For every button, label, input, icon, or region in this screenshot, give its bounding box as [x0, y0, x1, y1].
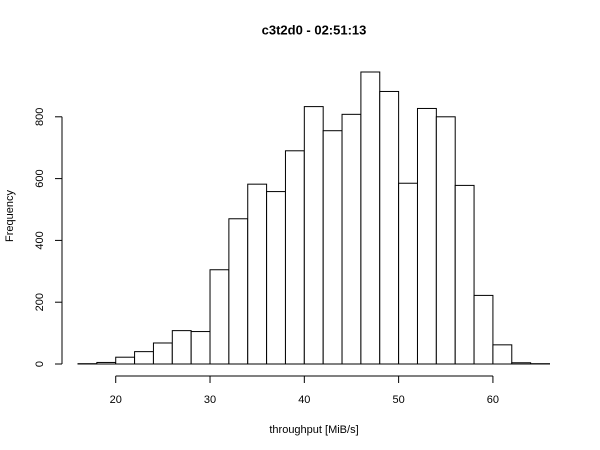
bar — [454, 184, 475, 365]
bar — [322, 130, 343, 365]
bar — [511, 362, 532, 365]
bar — [398, 182, 418, 365]
bar — [171, 330, 192, 365]
bar — [96, 361, 117, 365]
bar — [266, 191, 286, 365]
bar — [416, 107, 437, 365]
bar — [341, 113, 362, 365]
chart-title: c3t2d0 - 02:51:13 — [262, 22, 367, 37]
bar — [473, 294, 494, 365]
x-tick-label: 50 — [392, 394, 404, 406]
x-tick-label: 60 — [487, 394, 499, 406]
x-tick-label: 40 — [298, 394, 310, 406]
y-tick-label: 400 — [34, 231, 46, 249]
bar — [379, 90, 400, 365]
x-axis-label: throughput [MiB/s] — [269, 424, 358, 436]
x-tick-label: 30 — [204, 394, 216, 406]
y-tick-label: 800 — [34, 108, 46, 126]
bar — [247, 183, 268, 365]
y-tick-label: 200 — [34, 293, 46, 311]
y-axis-label: Frequency — [4, 190, 16, 242]
bar — [209, 269, 230, 365]
bar — [115, 356, 136, 365]
bar — [190, 331, 211, 365]
x-tick-label: 20 — [110, 394, 122, 406]
bar — [134, 351, 154, 365]
bar — [284, 150, 305, 365]
y-tick-label: 0 — [34, 361, 46, 367]
bar — [492, 344, 513, 365]
bar — [228, 218, 249, 365]
y-tick-label: 600 — [34, 169, 46, 187]
bar — [360, 71, 381, 365]
bar — [435, 116, 456, 365]
bar — [152, 342, 173, 365]
bar — [303, 106, 324, 365]
